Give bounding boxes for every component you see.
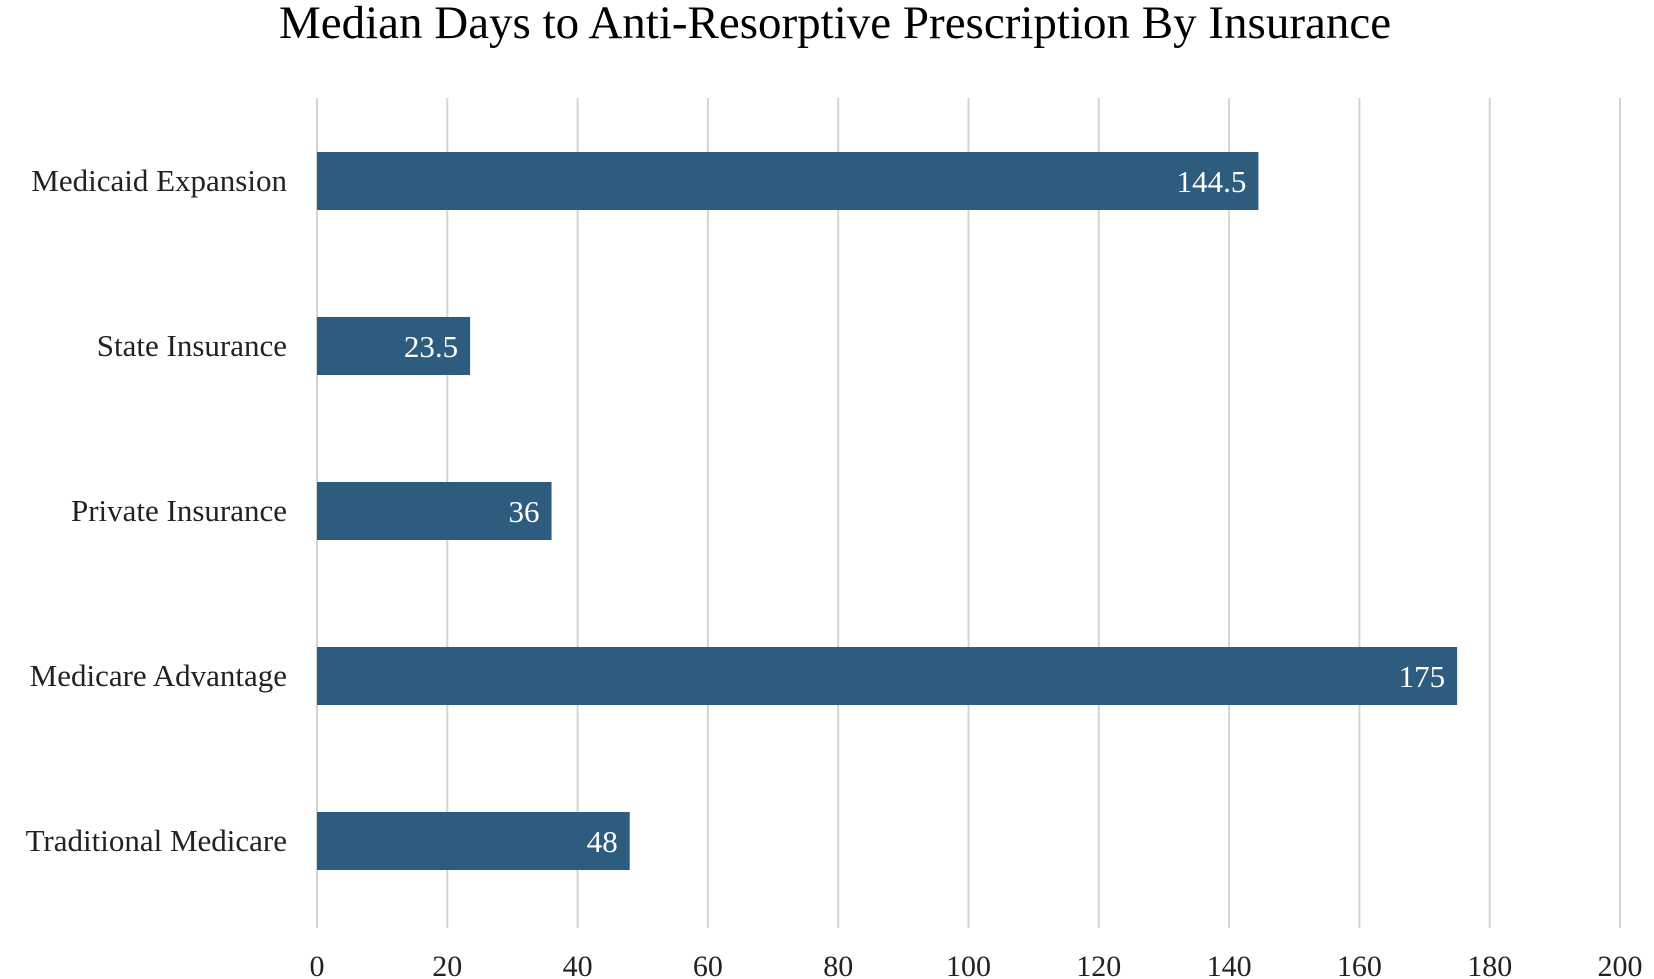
- category-label: State Insurance: [97, 328, 287, 363]
- category-axis: Medicaid Expansion State Insurance Private…: [26, 163, 288, 858]
- x-tick-label: 140: [1207, 950, 1252, 979]
- data-label: 36: [509, 494, 540, 529]
- x-tick-label: 0: [310, 950, 325, 979]
- x-tick-label: 60: [693, 950, 723, 979]
- bars: 144.5 23.5 36 175 48: [317, 152, 1458, 870]
- category-label: Traditional Medicare: [26, 823, 287, 858]
- category-label: Medicaid Expansion: [31, 163, 287, 198]
- value-axis: 0 20 40 60 80 100 120 140 160 180 200: [310, 950, 1643, 979]
- chart-title: Median Days to Anti-Resorptive Prescript…: [279, 0, 1391, 49]
- x-tick-label: 40: [563, 950, 593, 979]
- x-tick-label: 200: [1598, 950, 1643, 979]
- x-tick-label: 80: [823, 950, 853, 979]
- data-label: 175: [1399, 659, 1446, 694]
- data-label: 144.5: [1177, 164, 1247, 199]
- data-label: 23.5: [404, 329, 458, 364]
- x-tick-label: 160: [1337, 950, 1382, 979]
- gridlines: [316, 98, 1621, 928]
- bar: [317, 152, 1259, 210]
- category-label: Medicare Advantage: [30, 658, 287, 693]
- x-tick-label: 20: [432, 950, 462, 979]
- x-tick-label: 100: [946, 950, 991, 979]
- bar: [317, 317, 471, 375]
- x-tick-label: 120: [1076, 950, 1121, 979]
- data-label: 48: [587, 824, 618, 859]
- category-label: Private Insurance: [71, 493, 287, 528]
- x-tick-label: 180: [1467, 950, 1512, 979]
- bar: [317, 812, 630, 870]
- bar: [317, 482, 552, 540]
- bar: [317, 647, 1458, 705]
